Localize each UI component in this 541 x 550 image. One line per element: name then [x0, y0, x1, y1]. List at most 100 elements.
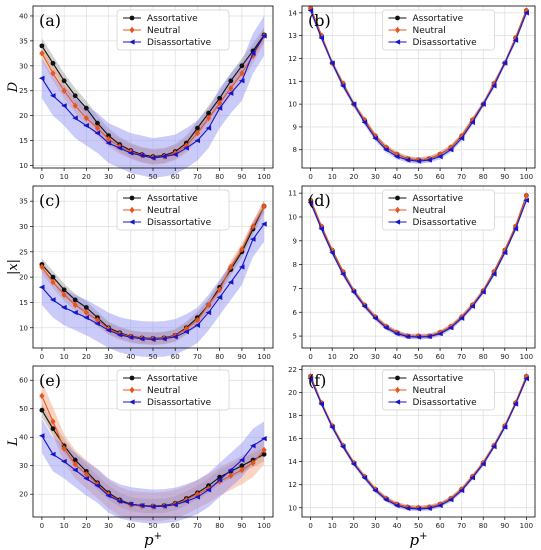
x-tick-label: 100 — [257, 522, 270, 530]
legend-marker-assortative — [129, 15, 135, 21]
legend-label-neutral: Neutral — [413, 386, 446, 396]
legend-label-neutral: Neutral — [147, 206, 180, 216]
marker-neutral — [94, 316, 101, 324]
marker-disassortative — [238, 264, 245, 270]
x-tick-label: 40 — [392, 173, 401, 181]
marker-neutral — [261, 446, 267, 454]
marker-assortative — [239, 463, 245, 469]
marker-disassortative — [50, 451, 56, 457]
marker-neutral — [194, 316, 201, 324]
marker-disassortative — [523, 10, 529, 16]
marker-assortative — [195, 125, 200, 131]
y-tick-label: 14 — [288, 458, 297, 466]
marker-disassortative — [61, 103, 67, 109]
panel-e: 0 10 20 30 40 50 60 70 80 90 100 20 30 40 50 60 (e) L Asso… — [6, 365, 274, 530]
marker-disassortative — [94, 483, 101, 489]
x-tick-label: 10 — [328, 173, 337, 181]
x-tick-label: 0 — [40, 173, 44, 181]
marker-disassortative — [437, 502, 443, 509]
x-tick-label: 100 — [520, 522, 533, 530]
y-tick-label: 13 — [288, 32, 297, 40]
marker-disassortative — [329, 424, 335, 430]
y-tick-label: 50 — [19, 405, 28, 413]
marker-neutral — [437, 151, 443, 158]
marker-disassortative — [361, 303, 368, 309]
x-axis-label-sup: + — [154, 531, 162, 542]
panel-label: (e) — [39, 371, 61, 390]
marker-neutral — [491, 80, 497, 87]
band-disassortative — [310, 7, 527, 164]
marker-assortative — [72, 297, 78, 303]
legend: Assortative Neutral Disassortative — [116, 369, 230, 411]
marker-disassortative — [250, 443, 256, 449]
marker-disassortative — [138, 503, 145, 509]
legend-marker-neutral — [394, 386, 401, 394]
y-tick-label: 11 — [288, 190, 297, 198]
marker-neutral — [512, 34, 519, 42]
panel-f: 0 10 20 30 40 50 60 70 80 90 100 10 12 14 16 18 20 22 (f) A… — [288, 365, 536, 530]
marker-disassortative — [238, 78, 245, 84]
marker-assortative — [72, 457, 78, 463]
marker-assortative — [95, 120, 100, 126]
x-tick-label: 20 — [82, 353, 91, 361]
marker-disassortative — [183, 329, 189, 335]
marker-disassortative — [38, 284, 45, 290]
marker-disassortative — [426, 333, 432, 340]
marker-neutral — [83, 114, 89, 122]
marker-assortative — [106, 133, 111, 139]
marker-disassortative — [469, 475, 476, 481]
marker-disassortative — [491, 83, 497, 89]
x-tick-label: 70 — [457, 353, 466, 361]
legend-label-disassortative: Disassortative — [147, 218, 212, 228]
x-tick-label: 30 — [371, 173, 380, 181]
x-tick-label: 50 — [149, 353, 158, 361]
marker-neutral — [39, 392, 45, 400]
legend-label-neutral: Neutral — [413, 26, 446, 36]
marker-neutral — [239, 70, 245, 77]
marker-assortative — [72, 93, 78, 99]
legend-label-assortative: Assortative — [147, 194, 198, 204]
marker-neutral — [61, 445, 67, 452]
marker-neutral — [39, 50, 45, 57]
y-tick-label: 6 — [293, 309, 298, 317]
legend-label-disassortative: Disassortative — [147, 398, 212, 408]
marker-disassortative — [172, 151, 178, 158]
x-tick-label: 40 — [126, 522, 135, 530]
marker-neutral — [512, 223, 519, 230]
x-tick-label: 60 — [436, 522, 445, 530]
marker-disassortative — [415, 506, 422, 512]
y-tick-label: 25 — [19, 87, 28, 95]
legend-box — [382, 369, 495, 411]
legend: Assortative Neutral Disassortative — [116, 9, 230, 51]
marker-disassortative — [372, 487, 378, 494]
y-tick-label: 40 — [19, 434, 28, 442]
marker-neutral — [72, 102, 78, 109]
marker-disassortative — [383, 497, 389, 503]
x-tick-label: 70 — [457, 173, 466, 181]
marker-neutral — [340, 80, 346, 87]
legend-marker-neutral — [129, 206, 135, 214]
marker-disassortative — [116, 145, 123, 151]
legend-box — [382, 9, 495, 51]
marker-disassortative — [72, 467, 78, 473]
marker-disassortative — [83, 315, 89, 321]
x-tick-label: 10 — [60, 173, 69, 181]
legend-marker-disassortative — [394, 399, 401, 405]
marker-disassortative — [238, 457, 245, 463]
marker-disassortative — [393, 331, 400, 337]
legend-marker-disassortative — [394, 219, 401, 225]
marker-neutral — [205, 114, 212, 122]
marker-neutral — [250, 459, 256, 467]
marker-disassortative — [116, 332, 123, 338]
x-tick-label: 60 — [171, 353, 180, 361]
marker-disassortative — [83, 475, 89, 482]
marker-disassortative — [205, 309, 212, 316]
x-tick-label: 0 — [308, 173, 312, 181]
x-tick-label: 80 — [479, 173, 488, 181]
marker-neutral — [261, 203, 267, 210]
marker-disassortative — [318, 401, 325, 407]
marker-disassortative — [227, 279, 234, 285]
x-tick-label: 10 — [328, 353, 337, 361]
y-tick-label: 30 — [19, 462, 28, 470]
x-tick-label: 60 — [171, 173, 180, 181]
